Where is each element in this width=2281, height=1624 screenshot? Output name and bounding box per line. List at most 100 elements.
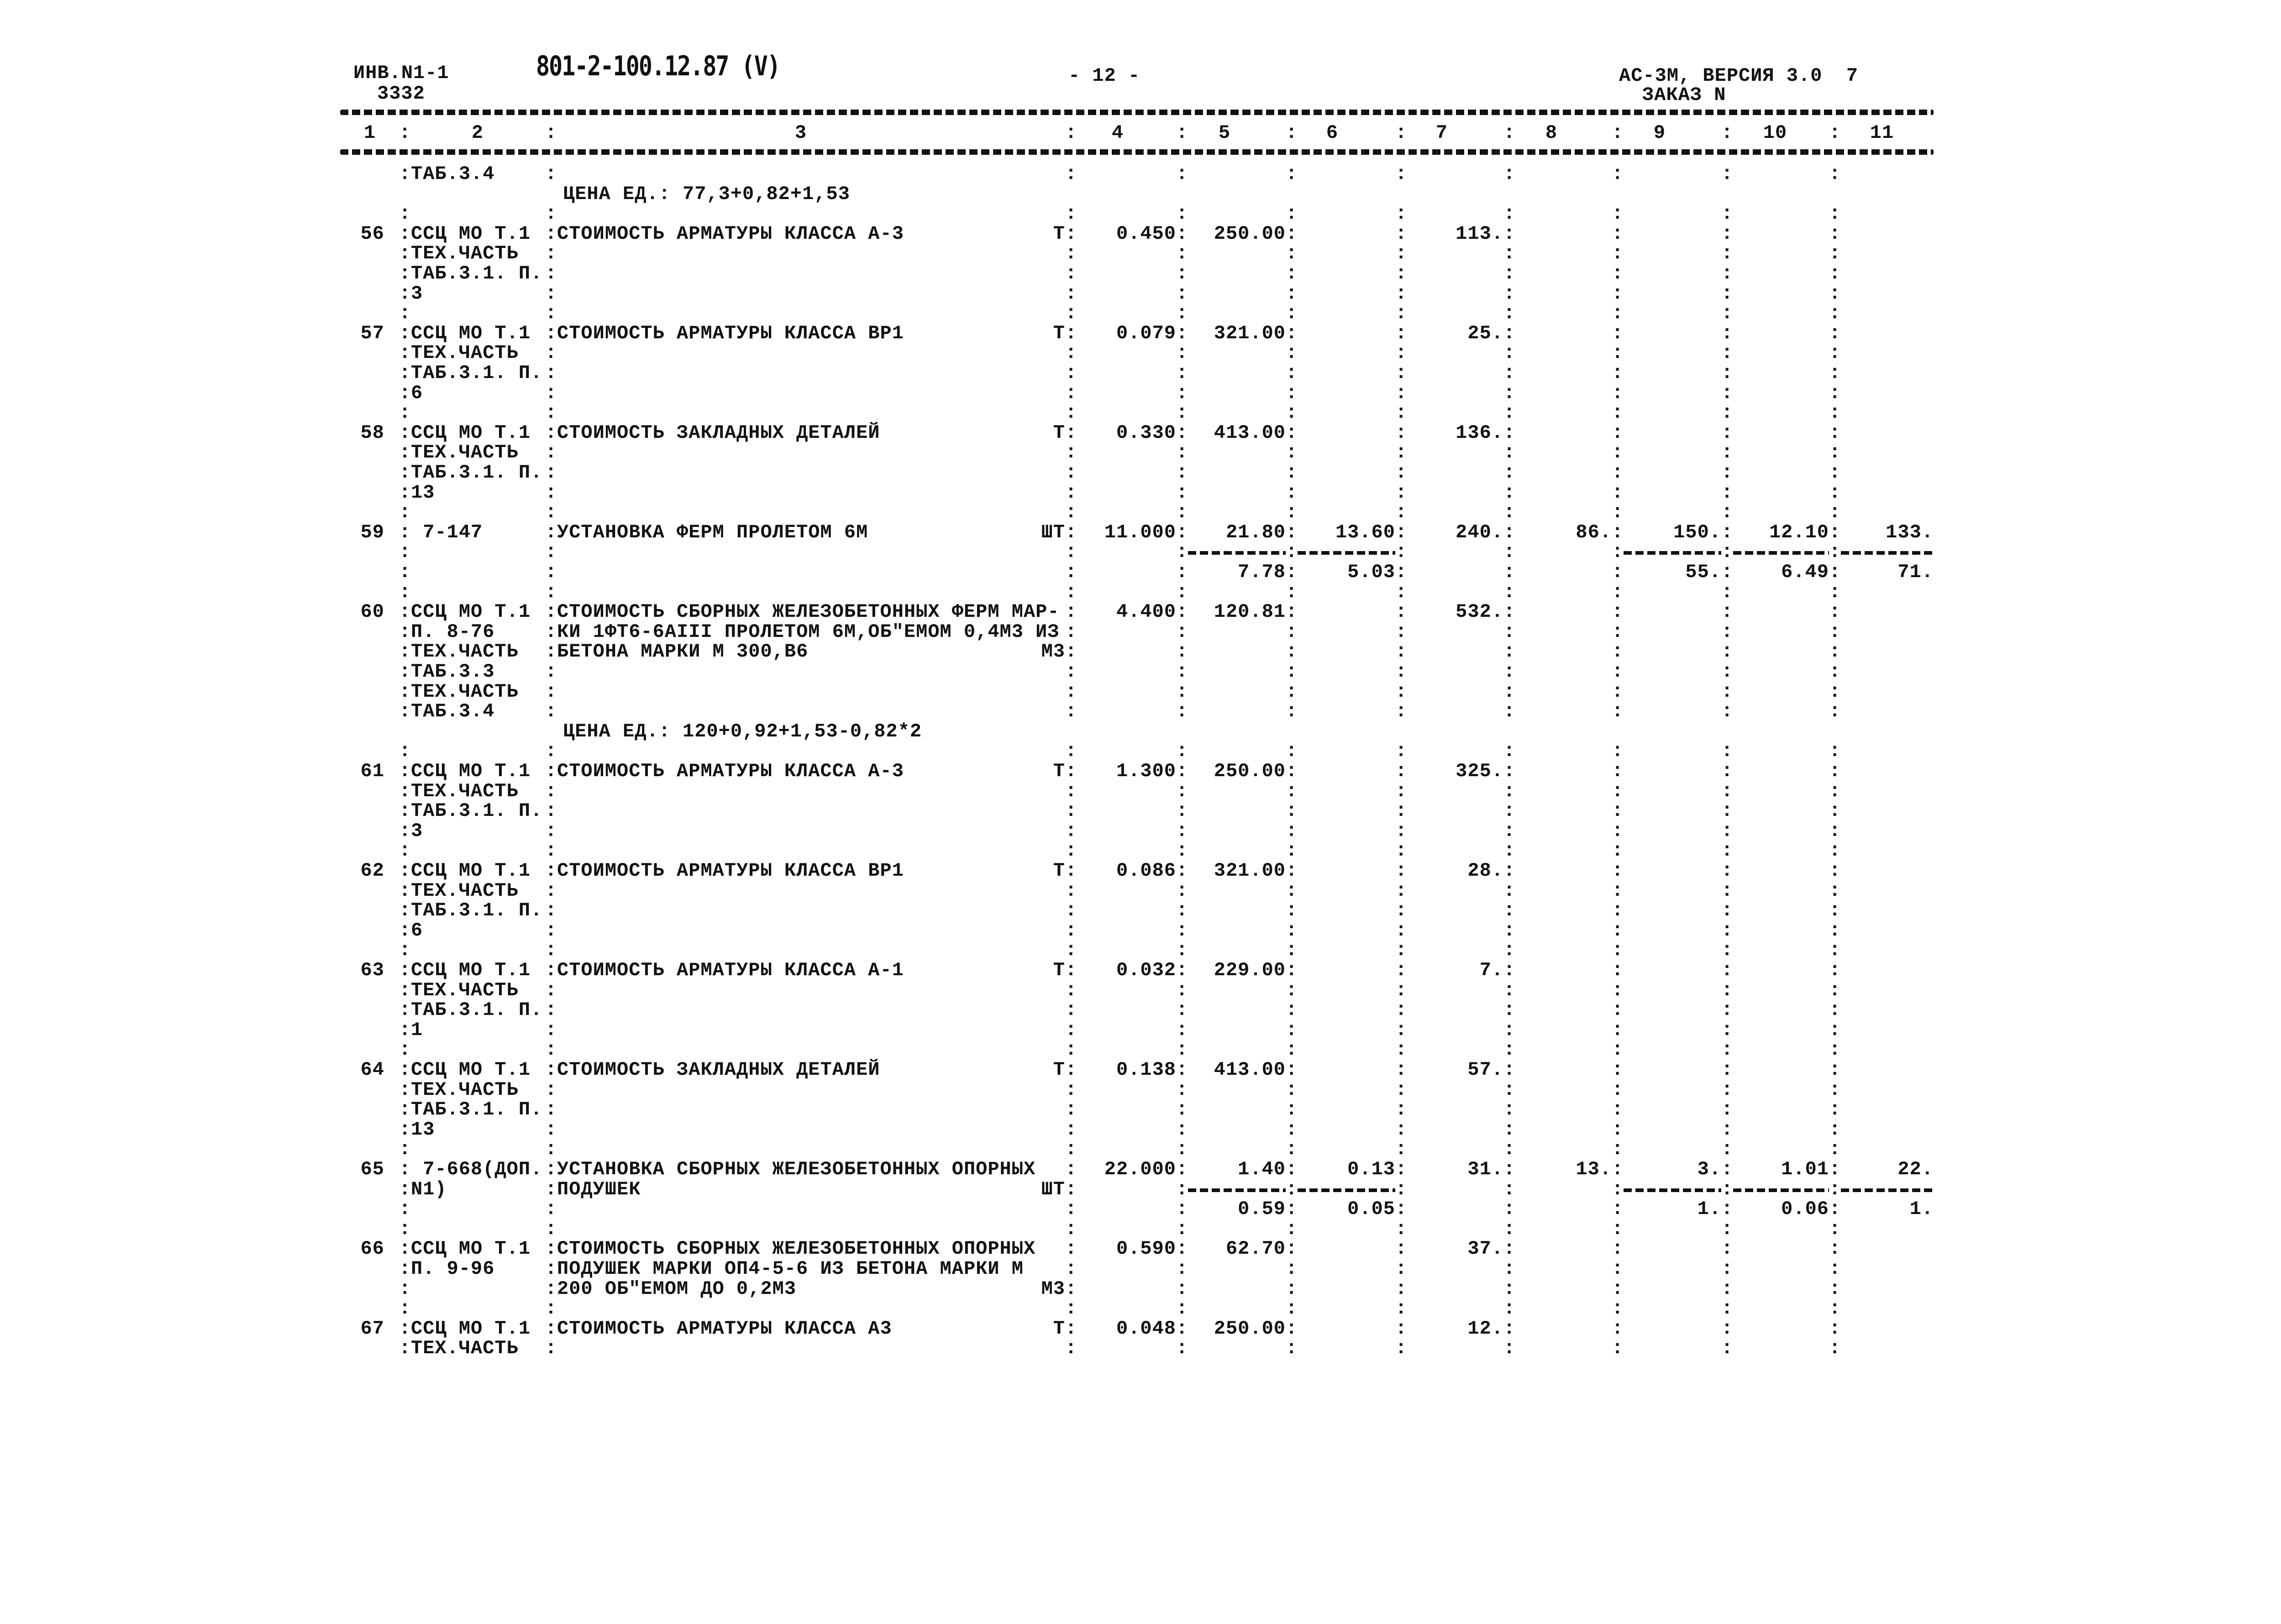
column-divider: :: [1503, 740, 1516, 762]
column-divider: :: [1829, 382, 1841, 404]
column-divider: :: [1612, 1337, 1624, 1359]
column-divider: :: [1829, 122, 1841, 144]
column-divider: :: [1065, 462, 1077, 484]
value-col-4: 0.086: [1116, 860, 1176, 882]
work-description: СТОИМОСТЬ АРМАТУРЫ КЛАССА А-1: [557, 959, 904, 981]
column-divider: :: [1612, 581, 1624, 603]
unit-price-note: ЦЕНА ЕД.: 120+0,92+1,53-0,82*2: [563, 720, 922, 742]
unit-of-measure: Т: [1053, 1059, 1065, 1081]
column-divider: :: [1286, 1079, 1298, 1101]
column-divider: :: [1829, 1098, 1841, 1120]
column-divider: :: [399, 163, 411, 185]
column-divider: :: [1829, 541, 1841, 563]
row-number: 56: [360, 223, 384, 245]
work-description: 200 ОБ"ЕМОМ ДО 0,2М3: [557, 1278, 797, 1300]
column-divider: :: [1176, 1019, 1188, 1041]
column-divider: :: [1286, 979, 1298, 1001]
column-divider: :: [545, 681, 557, 703]
column-divider: :: [1721, 223, 1734, 245]
column-divider: :: [1829, 521, 1841, 543]
column-divider: :: [1286, 163, 1298, 185]
column-divider: :: [1065, 242, 1077, 264]
column-divider: :: [1065, 362, 1077, 384]
column-divider: :: [1395, 760, 1408, 782]
reference-code: 1: [411, 1019, 423, 1041]
column-divider: :: [1286, 959, 1298, 981]
column-divider: :: [1721, 641, 1734, 662]
column-divider: :: [545, 322, 557, 344]
column-divider: :: [1612, 382, 1624, 404]
top-rule: [340, 110, 1934, 115]
column-divider: :: [1503, 920, 1516, 941]
column-divider: :: [1065, 800, 1077, 822]
column-divider: :: [1829, 322, 1841, 344]
column-divider: :: [1286, 541, 1298, 563]
value-col-6: 5.03: [1347, 561, 1395, 583]
column-divider: :: [1395, 979, 1408, 1001]
column-divider: :: [399, 1218, 411, 1240]
column-divider: :: [1503, 661, 1516, 683]
value-col-7: 532.: [1456, 601, 1503, 623]
column-divider: :: [1721, 1019, 1734, 1041]
column-divider: :: [1065, 1039, 1077, 1061]
work-description: ПОДУШЕК: [557, 1178, 641, 1200]
column-divider: :: [1286, 122, 1298, 144]
reference-code: 6: [411, 920, 423, 941]
column-divider: :: [1065, 740, 1077, 762]
column-divider: :: [1286, 1278, 1298, 1300]
column-divider: :: [1176, 541, 1188, 563]
column-divider: :: [1503, 681, 1516, 703]
column-divider: :: [1829, 263, 1841, 284]
column-divider: :: [1721, 999, 1734, 1021]
column-divider: :: [399, 462, 411, 484]
reference-code: ТАБ.3.1. П.: [411, 899, 543, 921]
column-divider: :: [1065, 1298, 1077, 1319]
column-divider: :: [1612, 1178, 1624, 1200]
column-divider: :: [1721, 979, 1734, 1001]
work-description: КИ 1ФТ6-6АIII ПРОЛЕТОМ 6М,ОБ"ЕМОМ 0,4М3 …: [557, 621, 1060, 643]
column-divider: :: [1829, 1059, 1841, 1081]
column-divider: :: [399, 302, 411, 324]
column-divider: :: [1395, 1298, 1408, 1319]
column-divider: :: [1286, 700, 1298, 722]
work-description: СТОИМОСТЬ СБОРНЫХ ЖЕЛЕЗОБЕТОННЫХ ФЕРМ МА…: [557, 601, 1060, 623]
column-divider: :: [1829, 402, 1841, 424]
column-divider: :: [399, 740, 411, 762]
value-col-7: 25.: [1467, 322, 1503, 344]
column-divider: :: [1176, 242, 1188, 264]
column-divider: :: [399, 920, 411, 941]
column-divider: :: [1065, 1218, 1077, 1240]
column-divider: :: [1612, 999, 1624, 1021]
column-divider: :: [1612, 740, 1624, 762]
column-divider: :: [1612, 780, 1624, 802]
column-divider: :: [1721, 780, 1734, 802]
column-divider: :: [1065, 382, 1077, 404]
column-divider: :: [399, 223, 411, 245]
column-divider: :: [1721, 601, 1734, 623]
column-divider: :: [545, 1098, 557, 1120]
reference-code: 13: [411, 482, 435, 504]
column-divider: :: [1829, 1337, 1841, 1359]
column-divider: :: [1176, 223, 1188, 245]
column-divider: :: [399, 780, 411, 802]
column-divider: :: [1176, 1119, 1188, 1140]
row-number: 58: [360, 422, 384, 444]
row-number: 62: [360, 860, 384, 882]
column-divider: :: [1286, 920, 1298, 941]
reference-code: ТАБ.3.1. П.: [411, 1098, 543, 1120]
column-divider: :: [1065, 899, 1077, 921]
reference-code: N1): [411, 1178, 447, 1200]
column-divider: :: [1721, 521, 1734, 543]
column-divider: :: [1176, 1079, 1188, 1101]
column-divider: :: [1829, 1238, 1841, 1260]
reference-code: ТЕХ.ЧАСТЬ: [411, 342, 519, 364]
column-divider: :: [1829, 163, 1841, 185]
value-col-6: 0.05: [1347, 1198, 1395, 1220]
column-divider: :: [1176, 561, 1188, 583]
column-divider: :: [1829, 860, 1841, 882]
column-divider: :: [1286, 999, 1298, 1021]
column-divider: :: [1721, 1059, 1734, 1081]
column-divider: :: [1286, 601, 1298, 623]
column-divider: :: [1176, 163, 1188, 185]
column-divider: :: [1395, 402, 1408, 424]
